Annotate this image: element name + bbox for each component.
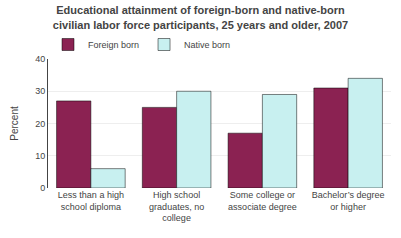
svg-text:10: 10	[35, 151, 45, 161]
svg-text:20: 20	[35, 119, 45, 129]
svg-text:Some college orassociate degre: Some college orassociate degree	[228, 190, 297, 212]
svg-text:High schoolgraduates, nocolleg: High schoolgraduates, nocollege	[149, 190, 204, 223]
svg-text:Native born: Native born	[184, 40, 230, 50]
svg-text:30: 30	[35, 86, 45, 96]
svg-text:Foreign born: Foreign born	[88, 40, 139, 50]
svg-text:Educational attainment of fore: Educational attainment of foreign-born a…	[53, 4, 348, 30]
svg-text:Less than a highschool diploma: Less than a highschool diploma	[58, 190, 124, 212]
svg-text:0: 0	[40, 183, 45, 193]
svg-text:40: 40	[35, 54, 45, 64]
svg-text:Bachelor’s degreeor higher: Bachelor’s degreeor higher	[312, 190, 385, 212]
svg-text:Percent: Percent	[9, 106, 20, 141]
